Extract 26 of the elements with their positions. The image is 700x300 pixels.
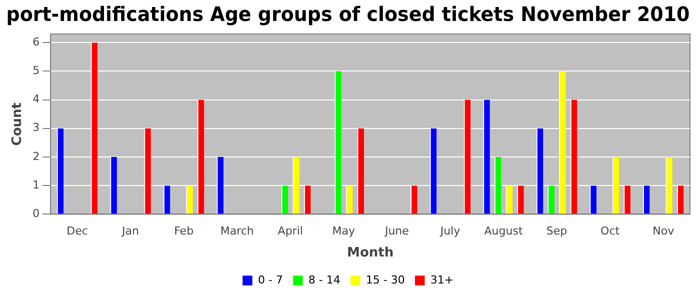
y-tick-label: 0 [32, 207, 40, 220]
y-tick-label: 1 [32, 178, 40, 192]
x-tick-label: Jan [121, 224, 140, 238]
legend-label: 31+ [430, 273, 454, 286]
y-tick-label: 5 [32, 64, 40, 78]
x-tick-label: Oct [600, 224, 620, 238]
y-tick-label: 2 [32, 150, 40, 163]
x-tick-label: Nov [652, 224, 675, 238]
y-tick-label: 4 [32, 92, 40, 106]
x-tick-label: Dec [66, 224, 88, 238]
x-tick-label: July [439, 224, 461, 238]
x-tick-label: Sep [546, 224, 568, 238]
x-axis-title: Month [347, 246, 394, 261]
x-tick-label: Feb [174, 224, 194, 238]
x-tick-label: April [278, 224, 303, 238]
y-tick-label: 6 [32, 35, 40, 48]
chart-title: port-modifications Age groups of closed tickets November 2010 [6, 2, 690, 26]
x-tick-label: May [332, 224, 356, 238]
x-tick-label: August [484, 224, 524, 238]
x-tick-label: June [384, 224, 410, 238]
x-tick-label: March [220, 224, 254, 238]
legend-label: 8 - 14 [308, 273, 340, 286]
y-tick-label: 3 [32, 121, 40, 134]
legend-label: 0 - 7 [258, 273, 283, 286]
legend-label: 15 - 30 [366, 273, 405, 286]
y-axis-title: Count [10, 102, 26, 146]
